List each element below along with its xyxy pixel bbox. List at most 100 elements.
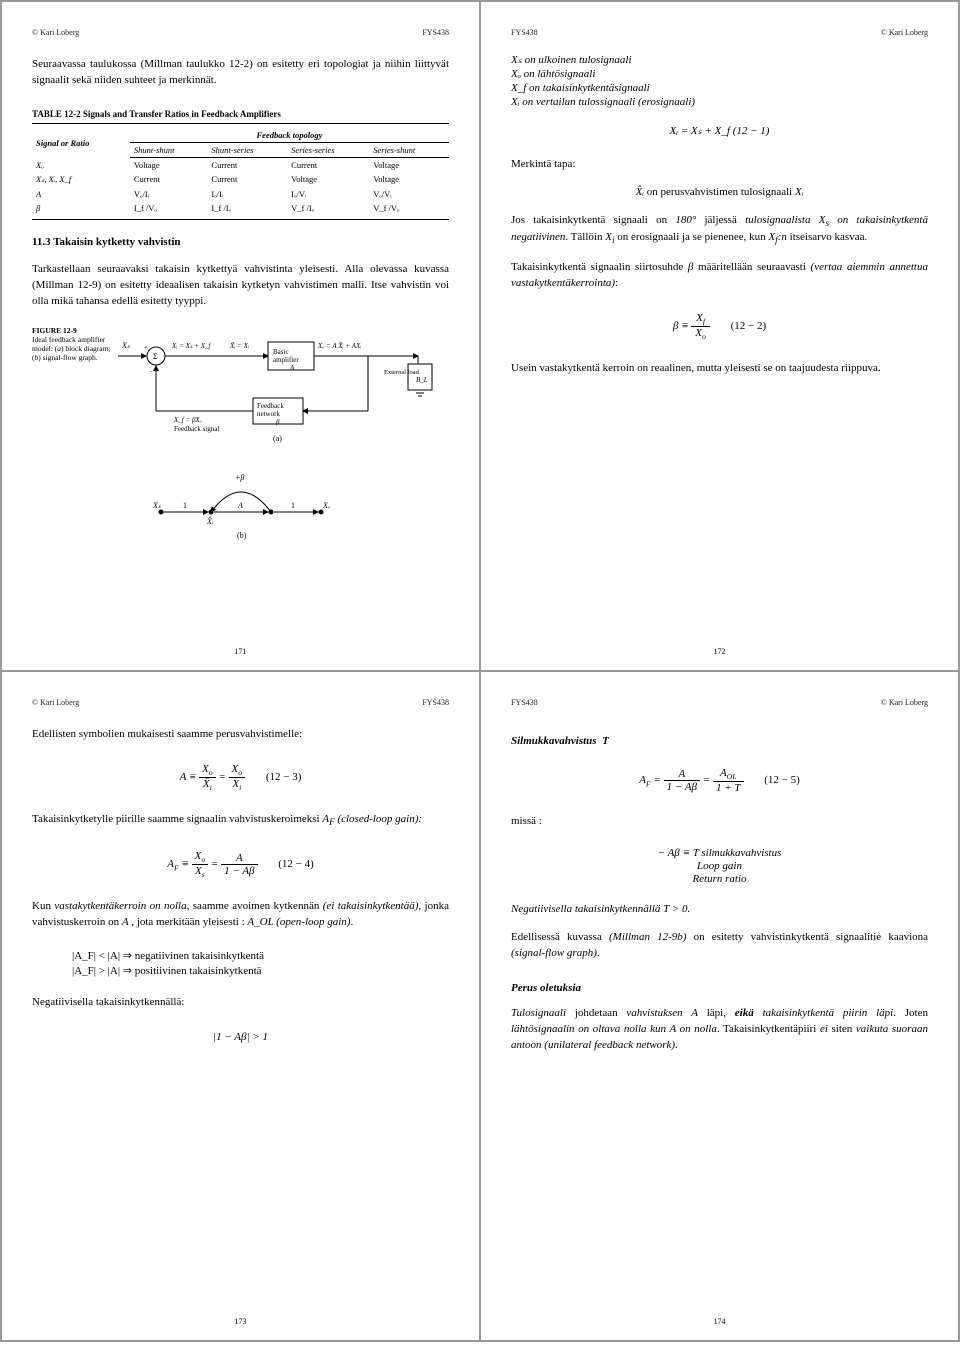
def-xf: X_f on takaisinkytkentäsignaali xyxy=(511,82,928,94)
col4-header: Series-shunt xyxy=(369,142,449,157)
page-header: FYS438 © Kari Loberg xyxy=(511,698,928,707)
cell: Current xyxy=(287,157,369,172)
sfg-1a: 1 xyxy=(183,501,187,510)
sub-a: (a) xyxy=(273,434,282,443)
term-2: Loop gain xyxy=(511,860,928,872)
sum-plus: + xyxy=(144,344,148,352)
equation-12-2: β ≡ Xf Xo (12 − 2) xyxy=(511,312,928,341)
body-sfg-ref: Edellisessä kuvassa (Millman 12-9b) on e… xyxy=(511,930,928,962)
cell: β xyxy=(32,201,130,215)
xs-label: Xₛ xyxy=(121,341,131,350)
section-body: Tarkastellaan seuraavaksi takaisin kytke… xyxy=(32,262,449,310)
hat-notation: X̂ᵢ on perusvahvistimen tulosignaali Xᵢ xyxy=(511,185,928,201)
col0-header: Signal or Ratio xyxy=(32,128,130,158)
body-negative-fb: Jos takaisinkytkentä signaali on 180° jä… xyxy=(511,213,928,248)
t: , saamme avoimen kytkennän xyxy=(187,900,323,912)
cell: V_f /Vₒ xyxy=(369,201,449,215)
loop-gain-heading: Silmukkavahvistus T xyxy=(511,735,928,747)
page-number: 174 xyxy=(511,1299,928,1326)
equation-ineq: |1 − Aβ| > 1 xyxy=(32,1031,449,1043)
xo-eq: Xₒ = A X̂ᵢ + AXᵢ xyxy=(317,342,361,350)
page-174: FYS438 © Kari Loberg Silmukkavahvistus T… xyxy=(480,671,959,1341)
cell: I_f /Vₒ xyxy=(130,201,208,215)
page-number: 173 xyxy=(32,1299,449,1326)
body-beta-def: Takaisinkytkentä signaalin siirtosuhde β… xyxy=(511,260,928,292)
table-row: A Vₒ/Iᵢ Iₒ/Iᵢ Iₒ/Vᵢ Vₒ/Vᵢ xyxy=(32,187,449,201)
t: A xyxy=(122,916,129,928)
term-3: Return ratio xyxy=(511,873,928,885)
intro-para: Seuraavassa taulukossa (Millman taulukko… xyxy=(32,57,449,89)
equation-12-5: AF = A 1 − Aβ = AOL 1 + T (12 − 5) xyxy=(511,767,928,794)
implications: |A_F| < |A| ⇒ negatiivinen takaisinkytke… xyxy=(72,947,449,979)
cell: Voltage xyxy=(369,172,449,187)
sfg-1b: 1 xyxy=(291,501,295,510)
cell: I_f /Iₒ xyxy=(207,201,287,215)
cell: Vₒ/Vᵢ xyxy=(369,187,449,201)
def-xi: Xᵢ on vertailun tulossignaali (erosignaa… xyxy=(511,96,928,108)
ext-load-2: B_L xyxy=(416,376,428,384)
author: © Kari Loberg xyxy=(32,698,79,707)
figure-caption: FIGURE 12-9 Ideal feedback amplifier mod… xyxy=(32,326,112,362)
sum-minus: − xyxy=(149,368,153,376)
sfg-svg: Xₛ X̂ᵢ Xₒ 1 1 A +β (b) xyxy=(141,462,341,542)
xf-note: Feedback signal xyxy=(174,425,219,433)
def-xs: Xₛ on ulkoinen tulosignaali xyxy=(511,53,928,66)
feedback-table: Signal or Ratio Feedback topology Shunt-… xyxy=(32,128,449,215)
body-open-loop: Kun vastakytkentäkerroin on nolla, saamm… xyxy=(32,899,449,931)
course: FYS438 xyxy=(511,28,538,37)
sfg-xo: Xₒ xyxy=(322,501,331,510)
hat-text: on perusvahvistimen tulosignaali xyxy=(647,186,795,198)
equation-12-3: A ≡ Xo X̂i = Xo Xi (12 − 3) xyxy=(32,763,449,792)
sfg-xi: X̂ᵢ xyxy=(206,515,213,525)
author: © Kari Loberg xyxy=(32,28,79,37)
sfg-beta: +β xyxy=(235,473,244,482)
table-row: Xₛ, Xᵢ, X_f Current Current Voltage Volt… xyxy=(32,172,449,187)
t: A_OL (open-loop gain) xyxy=(247,916,350,928)
where-label: missä : xyxy=(511,814,928,830)
section-11-3-title: 11.3 Takaisin kytketty vahvistin xyxy=(32,236,449,248)
page-171: © Kari Loberg FYS438 Seuraavassa tauluko… xyxy=(1,1,480,671)
t: (ei takaisinkytkentää), xyxy=(323,900,421,912)
term-1: − Aβ ≡ T silmukkavahvistus xyxy=(511,847,928,859)
amp-label2: amplifier xyxy=(273,356,299,364)
cell: V_f /Iₒ xyxy=(287,201,369,215)
page-header: © Kari Loberg FYS438 xyxy=(32,698,449,707)
fb-beta: β xyxy=(275,418,280,426)
col3-header: Series-series xyxy=(287,142,369,157)
table-title: TABLE 12-2 Signals and Transfer Ratios i… xyxy=(32,109,449,119)
body-neg-fb: Negatiivisella takaisinkytkennällä: xyxy=(32,995,449,1011)
xi-hat: X̂ᵢ = Xᵢ xyxy=(229,342,249,350)
group-header: Feedback topology xyxy=(130,128,449,143)
cell: Voltage xyxy=(287,172,369,187)
author: © Kari Loberg xyxy=(881,28,928,37)
page-172: FYS438 © Kari Loberg Xₛ on ulkoinen tulo… xyxy=(480,1,959,671)
course: FYS438 xyxy=(422,28,449,37)
col1-header: Shunt-shunt xyxy=(130,142,208,157)
cell: Current xyxy=(130,172,208,187)
signal-flow-graph: Xₛ X̂ᵢ Xₒ 1 1 A +β (b) xyxy=(32,462,449,545)
cell: Iₒ/Iᵢ xyxy=(207,187,287,201)
body-symbols: Edellisten symbolien mukaisesti saamme p… xyxy=(32,727,449,743)
amp-A: A xyxy=(289,364,295,372)
author: © Kari Loberg xyxy=(881,698,928,707)
table-12-2: Signal or Ratio Feedback topology Shunt-… xyxy=(32,123,449,220)
table-row: Xₒ Voltage Current Current Voltage xyxy=(32,157,449,172)
cell: Xₛ, Xᵢ, X_f xyxy=(32,172,130,187)
xi-eq: Xᵢ = Xₛ + X_f xyxy=(171,342,211,350)
cell: Current xyxy=(207,172,287,187)
fb-label-2: network xyxy=(257,410,280,418)
equation-12-1: Xᵢ = Xₛ + X_f (12 − 1) xyxy=(511,124,928,137)
course: FYS438 xyxy=(422,698,449,707)
equation-12-4: AF ≡ Xo Xs = A 1 − Aβ (12 − 4) xyxy=(32,850,449,879)
imp-neg: |A_F| < |A| ⇒ negatiivinen takaisinkytke… xyxy=(72,949,449,962)
cell: Iₒ/Vᵢ xyxy=(287,187,369,201)
loop-gain-terms: − Aβ ≡ T silmukkavahvistus Loop gain Ret… xyxy=(511,846,928,886)
body-real-beta: Usein vastakytkentä kerroin on reaalinen… xyxy=(511,361,928,377)
t: , jota merkitään yleisesti : xyxy=(129,916,248,928)
t: vastakytkentäkerroin on nolla xyxy=(54,900,186,912)
x-hat: X̂ᵢ xyxy=(636,186,644,198)
body-T-pos: Negatiivisella takaisinkytkennällä T > 0… xyxy=(511,902,928,918)
cell: Vₒ/Iᵢ xyxy=(130,187,208,201)
amp-label: Basic xyxy=(273,348,289,356)
def-xo: Xₒ on lähtösignaali xyxy=(511,68,928,80)
